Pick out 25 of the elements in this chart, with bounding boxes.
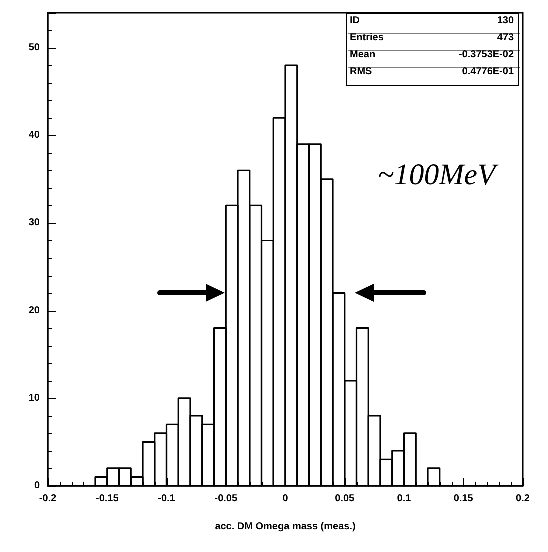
annotation: Entries <box>350 32 384 44</box>
annotation: ID <box>350 16 360 26</box>
x-axis-title: acc. DM Omega mass (meas.) <box>215 522 356 532</box>
annotation: Mean <box>350 50 376 60</box>
y-tick-label: 30 <box>28 218 40 229</box>
y-tick-label: 10 <box>28 392 40 404</box>
x-tick-label: 0.05 <box>335 494 356 504</box>
annotation: 130 <box>497 16 514 26</box>
x-tick-label: 0.2 <box>516 494 530 504</box>
annotation: 0.4776E-01 <box>462 66 514 78</box>
annotation: 473 <box>497 32 514 44</box>
annotation: -0.3753E-02 <box>458 50 514 60</box>
x-tick-label: 0.1 <box>397 494 412 504</box>
x-tick-label: -0.15 <box>96 494 120 504</box>
x-tick-label: 0.15 <box>454 494 474 504</box>
x-tick-label: -0.1 <box>158 494 176 504</box>
x-tick-label: -0.05 <box>214 494 238 504</box>
y-tick-label: 20 <box>28 305 40 316</box>
annotation: RMS <box>350 66 373 78</box>
y-tick-label: 40 <box>28 130 40 142</box>
x-tick-label: -0.2 <box>39 494 58 504</box>
y-tick-label: 0 <box>34 480 40 492</box>
x-tick-label: 0 <box>282 494 289 504</box>
y-tick-label: 50 <box>28 42 40 54</box>
annotation: ~100MeV <box>378 158 500 192</box>
